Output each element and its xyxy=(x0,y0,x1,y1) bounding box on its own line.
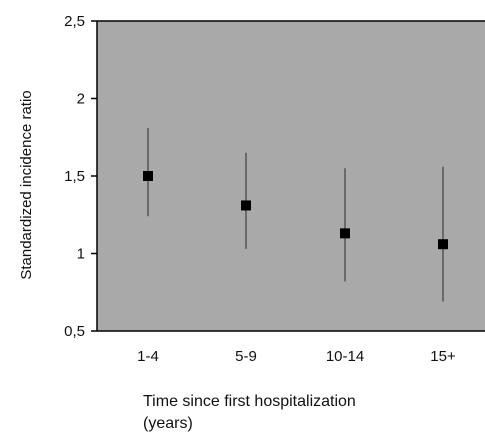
x-axis-label-line-1: Time since first hospitalization xyxy=(143,393,356,410)
y-axis-label: Standardized incidence ratio xyxy=(18,90,35,279)
y-tick-label: 2 xyxy=(77,91,85,108)
data-point-marker xyxy=(438,239,448,250)
y-tick-label: 1,5 xyxy=(64,168,85,185)
x-tick-label: 5-9 xyxy=(235,348,257,365)
data-point-marker xyxy=(340,228,350,239)
data-point-marker xyxy=(143,171,153,181)
data-point-marker xyxy=(241,200,251,211)
x-axis-label-line-2: (years) xyxy=(143,415,193,432)
y-tick-label: 0,5 xyxy=(64,323,85,340)
x-tick-label: 15+ xyxy=(430,348,456,365)
plot-background xyxy=(97,21,485,331)
x-tick-label: 1-4 xyxy=(137,348,159,365)
data-marks xyxy=(143,127,448,302)
x-axis-ticks: 1-4 5-9 10-14 15+ xyxy=(137,348,456,365)
y-tick-label: 2,5 xyxy=(64,13,85,30)
x-tick-label: 10-14 xyxy=(326,348,364,365)
y-axis-ticks: 0,5 1 1,5 2 2,5 xyxy=(64,13,97,340)
y-tick-label: 1 xyxy=(77,246,85,263)
